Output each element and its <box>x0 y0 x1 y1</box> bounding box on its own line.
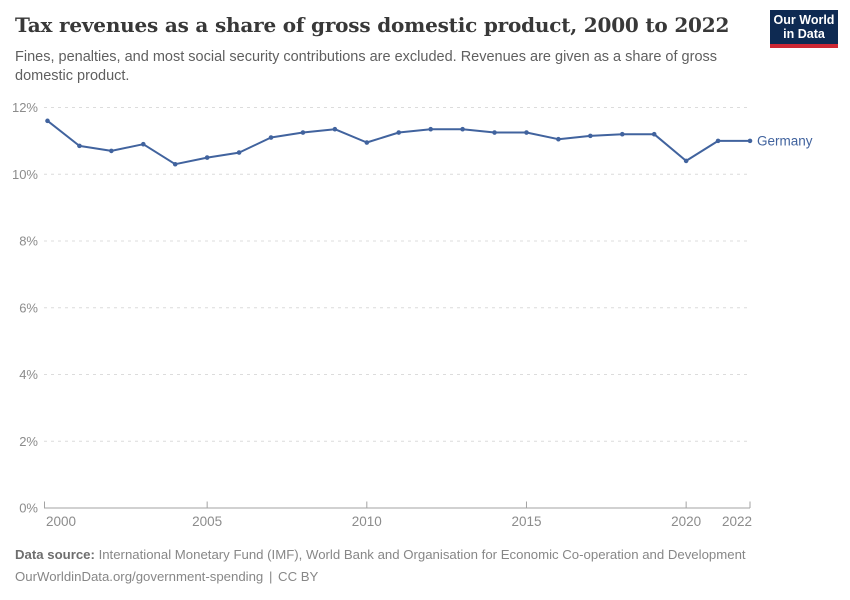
y-tick-label-2: 2% <box>19 434 38 449</box>
y-tick-label-8: 8% <box>19 234 38 249</box>
footer-license-line: OurWorldinData.org/government-spending |… <box>15 569 835 585</box>
y-tick-label-6: 6% <box>19 300 38 315</box>
x-tick-label-2005: 2005 <box>192 514 222 529</box>
footer-separator: | <box>268 569 273 584</box>
y-tick-label-12: 12% <box>12 100 38 115</box>
chart-footer: Data source: International Monetary Fund… <box>15 547 835 585</box>
data-point-2017[interactable] <box>588 133 593 139</box>
data-point-2006[interactable] <box>236 150 242 155</box>
owid-logo-line1: Our World <box>773 13 835 27</box>
data-point-2018[interactable] <box>619 131 625 137</box>
x-tick-label-2015: 2015 <box>511 514 541 529</box>
owid-logo[interactable]: Our World in Data <box>770 10 838 48</box>
data-point-2009[interactable] <box>332 126 338 132</box>
owid-logo-line2: in Data <box>783 27 825 41</box>
footer-source-line: Data source: International Monetary Fund… <box>15 547 835 563</box>
data-point-2021[interactable] <box>715 138 721 144</box>
data-point-2008[interactable] <box>300 130 306 135</box>
data-point-2011[interactable] <box>396 130 402 135</box>
page-title: Tax revenues as a share of gross domesti… <box>15 13 730 37</box>
y-tick-label-10: 10% <box>12 167 38 182</box>
data-point-2020[interactable] <box>683 158 689 164</box>
data-point-2001[interactable] <box>77 143 82 149</box>
data-point-2016[interactable] <box>556 136 561 142</box>
x-tick-label-2022: 2022 <box>722 514 752 529</box>
footer-license: CC BY <box>278 569 319 584</box>
data-point-2015[interactable] <box>524 130 529 135</box>
x-tick-label-2010: 2010 <box>352 514 382 529</box>
data-point-2013[interactable] <box>460 126 465 132</box>
y-tick-label-0: 0% <box>19 501 38 516</box>
footer-link[interactable]: OurWorldinData.org/government-spending <box>15 569 264 584</box>
x-tick-label-2020: 2020 <box>671 514 701 529</box>
data-point-2014[interactable] <box>492 130 497 135</box>
x-tick-label-2000: 2000 <box>46 514 76 529</box>
data-point-2022[interactable] <box>747 138 753 144</box>
data-point-2007[interactable] <box>268 135 274 140</box>
data-point-2000[interactable] <box>45 118 50 124</box>
data-point-2003[interactable] <box>140 141 146 147</box>
data-point-2012[interactable] <box>428 126 433 132</box>
series-label-germany[interactable]: Germany <box>757 133 813 148</box>
data-point-2004[interactable] <box>172 161 178 167</box>
series-line-germany[interactable] <box>46 119 751 166</box>
data-point-2019[interactable] <box>651 131 657 137</box>
data-point-2005[interactable] <box>204 155 210 160</box>
page-subtitle: Fines, penalties, and most social securi… <box>15 49 718 84</box>
data-point-2010[interactable] <box>364 140 370 145</box>
data-source-text: International Monetary Fund (IMF), World… <box>98 547 746 562</box>
data-source-label: Data source: <box>15 547 95 562</box>
y-tick-label-4: 4% <box>19 367 38 382</box>
data-point-2002[interactable] <box>109 148 114 154</box>
